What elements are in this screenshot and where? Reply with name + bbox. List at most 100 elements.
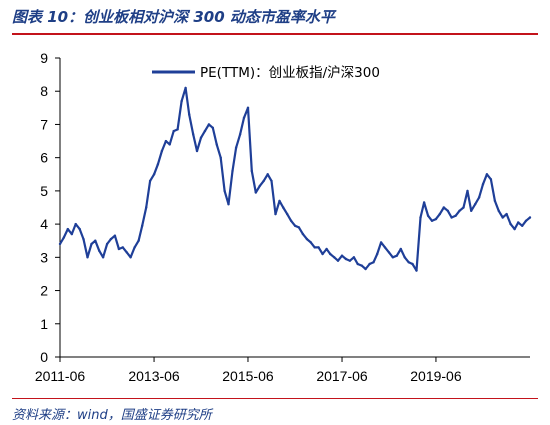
data-point [148, 179, 152, 183]
chart-series [58, 86, 532, 272]
data-point [274, 212, 277, 216]
data-point [333, 256, 336, 259]
data-point [317, 246, 320, 249]
data-point [521, 224, 524, 227]
y-tick-label: 4 [40, 216, 48, 232]
data-point [125, 251, 128, 254]
data-point [391, 256, 394, 259]
data-point [66, 227, 70, 231]
y-tick-label: 7 [40, 116, 48, 132]
data-point [58, 242, 62, 246]
data-point [231, 169, 234, 173]
data-point [78, 227, 81, 231]
data-point [242, 116, 246, 120]
y-tick-label: 2 [40, 283, 48, 299]
data-point [121, 246, 125, 249]
data-point [446, 209, 449, 212]
data-point [270, 179, 273, 183]
data-point [184, 86, 187, 90]
data-point [352, 256, 356, 259]
data-point [223, 189, 226, 193]
y-tick-label: 1 [40, 316, 48, 332]
data-point [379, 241, 383, 244]
data-point [356, 262, 359, 266]
data-point [90, 242, 93, 246]
data-point [109, 237, 113, 241]
data-point [481, 183, 485, 186]
data-point [234, 146, 238, 149]
y-tick-label: 8 [40, 83, 48, 99]
chart-axes [59, 58, 530, 358]
data-point [176, 128, 179, 131]
data-point [505, 212, 508, 216]
data-point [477, 196, 481, 199]
data-point [376, 252, 379, 256]
data-point [509, 222, 512, 226]
data-point [219, 156, 222, 159]
data-point [168, 143, 171, 146]
y-tick-label: 5 [40, 183, 48, 199]
data-point [152, 173, 156, 176]
data-point [438, 212, 441, 216]
data-point [246, 106, 250, 110]
data-point [137, 239, 140, 242]
data-point [192, 133, 195, 136]
data-point [297, 226, 301, 229]
data-point [262, 179, 265, 183]
data-point [160, 149, 164, 153]
data-point [203, 129, 207, 133]
data-point [86, 256, 89, 259]
data-point [348, 259, 352, 262]
data-point [180, 100, 183, 103]
x-tick-label: 2017-06 [316, 368, 368, 384]
data-point [329, 252, 332, 256]
data-point [309, 241, 312, 244]
y-tick-label: 6 [40, 150, 48, 166]
data-point [98, 249, 101, 252]
x-tick-label: 2015-06 [222, 368, 274, 384]
data-point [156, 163, 160, 166]
data-point [340, 254, 344, 257]
data-point [199, 136, 203, 139]
data-point [501, 216, 504, 219]
y-tick-label: 0 [40, 349, 48, 365]
data-point [466, 189, 469, 193]
data-point [62, 236, 66, 239]
data-point [419, 216, 422, 219]
series-line [59, 86, 531, 272]
data-point [415, 269, 418, 272]
data-point [513, 227, 516, 231]
data-point [313, 246, 316, 249]
data-point [372, 261, 375, 264]
y-tick-label: 3 [40, 249, 48, 265]
data-point [278, 199, 281, 203]
source-note: 资料来源：wind，国盛证券研究所 [12, 398, 538, 423]
data-point [238, 133, 242, 136]
data-point [462, 206, 465, 209]
data-point [336, 259, 340, 262]
data-point [215, 143, 218, 146]
y-axis-ticks: 0 1 2 3 4 5 6 7 8 9 [40, 50, 60, 365]
x-tick-label: 2019-06 [410, 368, 462, 384]
data-point [485, 173, 489, 176]
data-point [344, 257, 348, 261]
data-point [321, 252, 324, 256]
x-tick-label: 2011-06 [35, 368, 86, 384]
data-point [141, 224, 144, 227]
data-point [411, 262, 414, 266]
data-point [450, 216, 453, 219]
data-point [293, 224, 297, 227]
data-point [528, 216, 532, 219]
data-point [442, 206, 445, 209]
data-point [305, 237, 309, 241]
legend-label: PE(TTM)：创业板指/沪深300 [200, 65, 380, 81]
data-point [211, 126, 214, 129]
data-point [325, 247, 328, 251]
data-point [195, 149, 199, 153]
data-point [430, 219, 434, 222]
data-point [172, 129, 175, 133]
data-point [105, 242, 109, 246]
data-point [399, 247, 402, 251]
data-point [117, 247, 121, 251]
